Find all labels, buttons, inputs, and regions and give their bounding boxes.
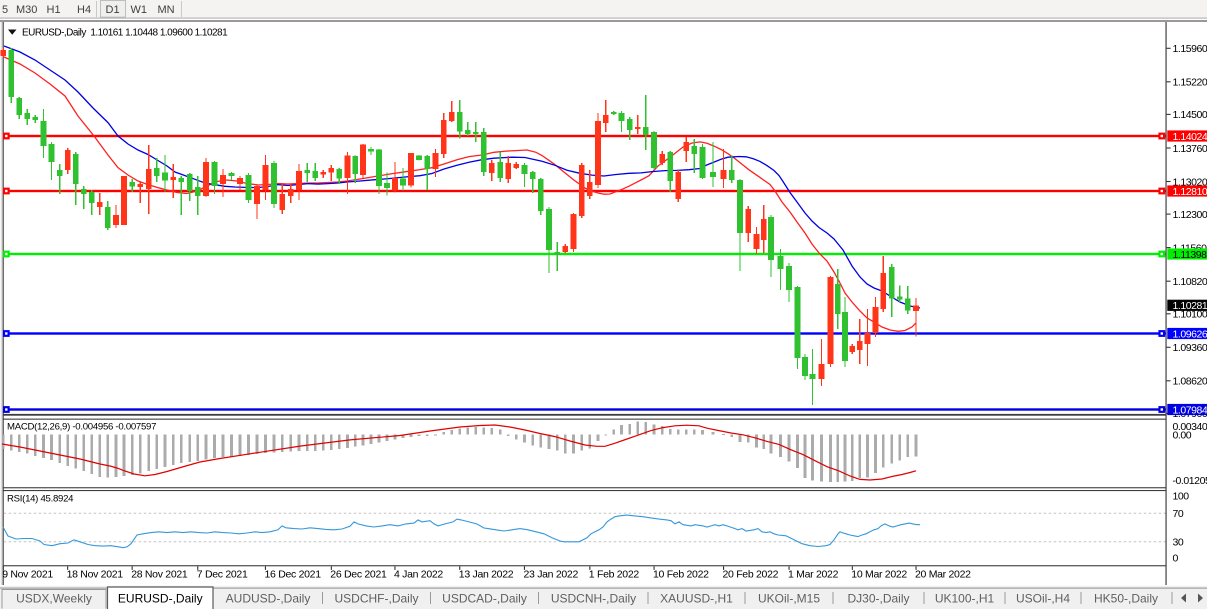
- svg-text:H1: H1: [47, 4, 61, 16]
- svg-text:4 Jan 2022: 4 Jan 2022: [394, 569, 443, 581]
- svg-text:XAUUSD-,H1: XAUUSD-,H1: [660, 592, 733, 606]
- svg-text:1.14024: 1.14024: [1173, 131, 1207, 143]
- svg-text:USDX,Weekly: USDX,Weekly: [16, 592, 92, 606]
- svg-text:1.15220: 1.15220: [1173, 77, 1207, 89]
- svg-text:10 Feb 2022: 10 Feb 2022: [653, 569, 709, 581]
- svg-text:USDCHF-,Daily: USDCHF-,Daily: [335, 592, 419, 606]
- svg-text:1.09626: 1.09626: [1173, 328, 1207, 340]
- svg-text:23 Jan 2022: 23 Jan 2022: [524, 569, 579, 581]
- svg-text:13 Jan 2022: 13 Jan 2022: [459, 569, 514, 581]
- svg-text:26 Dec 2021: 26 Dec 2021: [330, 569, 387, 581]
- svg-text:UK100-,H1: UK100-,H1: [935, 592, 995, 606]
- svg-text:0: 0: [1173, 552, 1179, 564]
- svg-text:EURUSD-,Daily: EURUSD-,Daily: [118, 592, 203, 606]
- svg-text:1 Feb 2022: 1 Feb 2022: [589, 569, 640, 581]
- svg-text:1.10820: 1.10820: [1173, 276, 1207, 288]
- svg-text:1.13760: 1.13760: [1173, 143, 1207, 155]
- svg-text:7 Dec 2021: 7 Dec 2021: [197, 569, 248, 581]
- svg-text:EURUSD-,Daily 1.10161 1.10448: EURUSD-,Daily 1.10161 1.10448 1.09600 1.…: [22, 28, 228, 39]
- svg-text:1.11398: 1.11398: [1173, 249, 1207, 261]
- svg-text:16 Dec 2021: 16 Dec 2021: [265, 569, 322, 581]
- svg-text:1.10100: 1.10100: [1173, 309, 1207, 321]
- svg-text:30: 30: [1173, 537, 1184, 549]
- svg-text:UKOil-,M15: UKOil-,M15: [758, 592, 820, 606]
- svg-text:20 Feb 2022: 20 Feb 2022: [723, 569, 779, 581]
- svg-text:RSI(14) 45.8924: RSI(14) 45.8924: [7, 494, 74, 505]
- svg-text:D1: D1: [106, 4, 120, 16]
- svg-text:18 Nov 2021: 18 Nov 2021: [67, 569, 124, 581]
- svg-text:1.13020: 1.13020: [1173, 176, 1207, 188]
- svg-text:USDCNH-,Daily: USDCNH-,Daily: [551, 592, 636, 606]
- svg-text:5: 5: [2, 4, 8, 16]
- svg-text:1 Mar 2022: 1 Mar 2022: [788, 569, 839, 581]
- svg-text:1.15960: 1.15960: [1173, 43, 1207, 55]
- svg-text:100: 100: [1173, 490, 1190, 502]
- svg-text:1.08620: 1.08620: [1173, 376, 1207, 388]
- svg-text:10 Mar 2022: 10 Mar 2022: [851, 569, 907, 581]
- svg-text:MN: MN: [158, 4, 175, 16]
- svg-text:1.07984: 1.07984: [1173, 404, 1207, 416]
- svg-text:20 Mar 2022: 20 Mar 2022: [915, 569, 971, 581]
- svg-text:28 Nov 2021: 28 Nov 2021: [131, 569, 188, 581]
- svg-text:H4: H4: [77, 4, 91, 16]
- svg-text:USOil-,H4: USOil-,H4: [1016, 592, 1070, 606]
- svg-text:W1: W1: [131, 4, 148, 16]
- svg-text:0.003408: 0.003408: [1173, 421, 1207, 433]
- svg-text:70: 70: [1173, 508, 1184, 520]
- svg-text:1.14500: 1.14500: [1173, 109, 1207, 121]
- svg-text:-0.012058: -0.012058: [1173, 475, 1207, 487]
- svg-text:1.09360: 1.09360: [1173, 342, 1207, 354]
- svg-text:USDCAD-,Daily: USDCAD-,Daily: [442, 592, 527, 606]
- svg-text:1.10281: 1.10281: [1173, 300, 1207, 312]
- svg-text:1.12300: 1.12300: [1173, 209, 1207, 221]
- svg-text:0.00: 0.00: [1173, 429, 1192, 441]
- svg-text:MACD(12,26,9) -0.004956 -0.007: MACD(12,26,9) -0.004956 -0.007597: [7, 422, 156, 433]
- svg-text:1.12810: 1.12810: [1173, 186, 1207, 198]
- svg-text:9 Nov 2021: 9 Nov 2021: [2, 569, 53, 581]
- svg-text:HK50-,Daily: HK50-,Daily: [1094, 592, 1158, 606]
- svg-text:DJ30-,Daily: DJ30-,Daily: [847, 592, 909, 606]
- svg-text:M30: M30: [16, 4, 37, 16]
- svg-text:AUDUSD-,Daily: AUDUSD-,Daily: [226, 592, 311, 606]
